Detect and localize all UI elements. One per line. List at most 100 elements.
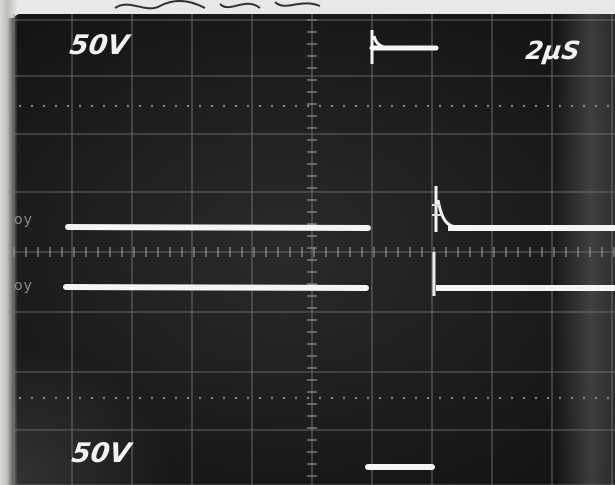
grid-dot	[342, 396, 346, 400]
grid-dot	[582, 104, 586, 108]
grid-dot	[90, 396, 94, 400]
grid-dot	[126, 104, 130, 108]
grid-dot	[114, 396, 118, 400]
grid-dot	[162, 396, 166, 400]
grid-dot	[150, 396, 154, 400]
grid-dot	[474, 104, 478, 108]
channel-1-ground-marker: oy	[14, 212, 33, 228]
grid-dot	[354, 104, 358, 108]
grid-dot	[606, 396, 610, 400]
grid-dot	[114, 104, 118, 108]
grid-dot	[378, 104, 382, 108]
grid-dot	[498, 396, 502, 400]
grid-dot	[534, 104, 538, 108]
grid-dot	[294, 104, 298, 108]
grid-dot	[486, 396, 490, 400]
screen-haze	[14, 345, 174, 485]
grid-dot	[558, 104, 562, 108]
grid-dot	[246, 396, 250, 400]
grid-dot	[462, 104, 466, 108]
grid-dot	[474, 396, 478, 400]
upper-trace-left-segment	[65, 224, 371, 231]
grid-dot	[282, 104, 286, 108]
grid-dot	[318, 396, 322, 400]
grid-dot	[498, 104, 502, 108]
lower-trace	[63, 252, 615, 296]
grid-dot	[186, 104, 190, 108]
grid-dot	[378, 396, 382, 400]
grid-dot	[450, 396, 454, 400]
handwriting-scribble	[114, 0, 321, 10]
grid-dot	[54, 396, 58, 400]
grid-dot	[306, 396, 310, 400]
grid-dot	[234, 104, 238, 108]
grid-dot	[78, 104, 82, 108]
grid-dot	[438, 396, 442, 400]
grid-dot	[522, 396, 526, 400]
grid-dot	[210, 104, 214, 108]
grid-dot	[198, 396, 202, 400]
grid-dot	[414, 396, 418, 400]
grid-dot	[42, 104, 46, 108]
grid-dot	[66, 104, 70, 108]
grid-dot	[78, 396, 82, 400]
grid-dot	[90, 104, 94, 108]
grid-dot	[582, 396, 586, 400]
grid-dot	[162, 104, 166, 108]
grid-dot	[330, 396, 334, 400]
grid-dot	[42, 396, 46, 400]
grid-dot	[102, 396, 106, 400]
grid-dot	[342, 104, 346, 108]
grid-dot	[30, 104, 34, 108]
channel-2-ground-marker: oy	[14, 278, 33, 294]
grid-dot	[258, 104, 262, 108]
grid-dot	[30, 396, 34, 400]
grid-dot	[510, 396, 514, 400]
grid-dot	[594, 396, 598, 400]
grid-dot	[402, 104, 406, 108]
lower-trace-left-segment	[63, 284, 369, 291]
grid-dot	[66, 396, 70, 400]
volts-per-div-label-top: 50V	[67, 30, 131, 61]
grid-dot	[354, 396, 358, 400]
grid-dot	[546, 104, 550, 108]
grid-dot	[390, 104, 394, 108]
grid-dot	[54, 104, 58, 108]
grid-dot	[366, 396, 370, 400]
grid-dot	[510, 104, 514, 108]
grid-dot	[534, 396, 538, 400]
grid-dot	[294, 396, 298, 400]
grid-dot	[222, 396, 226, 400]
volts-per-div-label-bottom: 50V	[69, 438, 133, 469]
grid-dot	[606, 104, 610, 108]
grid-dot	[414, 104, 418, 108]
grid-dot	[18, 104, 22, 108]
grid-dot	[450, 104, 454, 108]
grid-dot	[186, 396, 190, 400]
grid-dot	[402, 396, 406, 400]
grid-dot	[366, 104, 370, 108]
grid-dot	[306, 104, 310, 108]
grid-dot	[258, 396, 262, 400]
grid-dot	[390, 396, 394, 400]
grid-dot	[198, 104, 202, 108]
grid-dot	[18, 396, 22, 400]
grid-dot	[438, 104, 442, 108]
grid-dot	[126, 396, 130, 400]
grid-dot	[270, 396, 274, 400]
grid-dot	[558, 396, 562, 400]
grid-dot	[426, 396, 430, 400]
grid-dot	[138, 104, 142, 108]
grid-dot	[174, 396, 178, 400]
top-pulse-marker	[369, 30, 439, 64]
grid-dot	[546, 396, 550, 400]
grid-dot	[570, 104, 574, 108]
grid-dot	[102, 104, 106, 108]
grid-dot	[426, 104, 430, 108]
grid-dot	[330, 104, 334, 108]
grid-dot	[246, 104, 250, 108]
grid-dot	[570, 396, 574, 400]
grid-dot	[234, 396, 238, 400]
